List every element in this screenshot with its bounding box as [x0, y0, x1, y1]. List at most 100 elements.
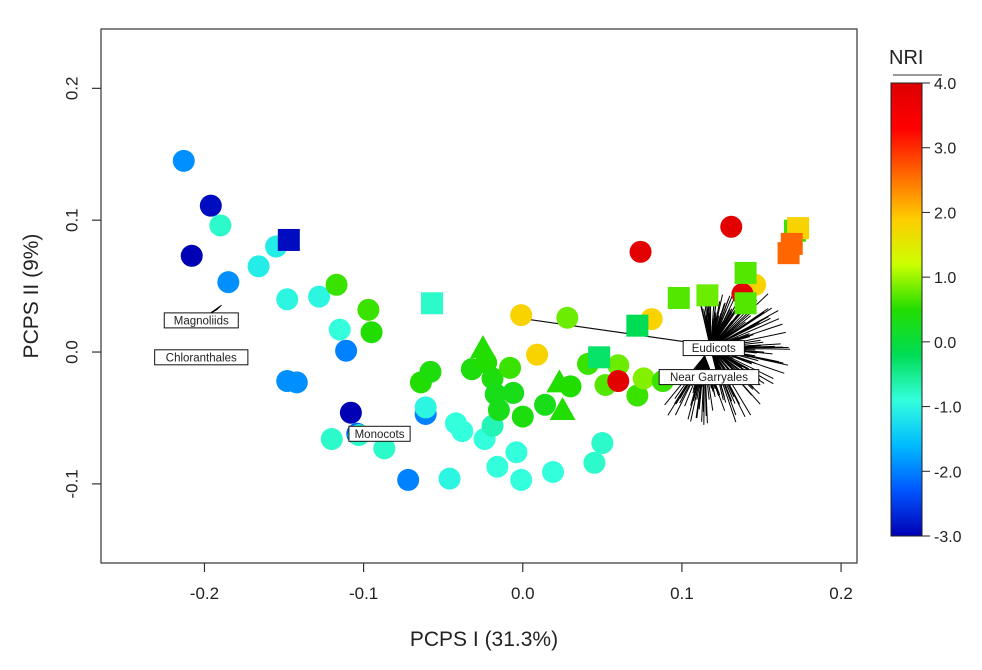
point-square [734, 292, 757, 315]
point-circle [247, 255, 270, 278]
colorbar: NRI 4.0 3.0 2.0 1.0 0.0 -1.0 -2.0 -3.0 [889, 47, 962, 546]
x-tick-label: 0.1 [670, 584, 694, 603]
point-circle [486, 455, 509, 478]
point-square [696, 284, 719, 307]
colorbar-tick-label: 0.0 [934, 335, 956, 352]
point-circle [217, 271, 240, 294]
point-circle [526, 343, 549, 366]
vector-line [690, 355, 706, 422]
point-circle [285, 371, 308, 394]
point-circle [438, 467, 461, 490]
annotation-text: Eudicots [692, 343, 736, 355]
point-circle [607, 370, 630, 393]
colorbar-ticks: 4.0 3.0 2.0 1.0 0.0 -1.0 -2.0 -3.0 [922, 76, 962, 546]
point-circle [360, 321, 383, 344]
y-axis-title: PCPS II (9%) [20, 234, 43, 359]
colorbar-tick-label: 4.0 [934, 76, 956, 93]
colorbar-title: NRI [889, 47, 923, 69]
point-circle [308, 285, 331, 308]
point-circle [325, 273, 348, 296]
colorbar-tick-label: -2.0 [934, 464, 962, 481]
point-square [588, 346, 611, 369]
point-circle [397, 468, 420, 491]
point-circle [320, 428, 343, 451]
point-square [421, 292, 444, 315]
colorbar-tick-label: -1.0 [934, 400, 962, 417]
y-axis: -0.1 0.0 0.1 0.2 [62, 77, 101, 499]
x-tick-label: 0.0 [511, 584, 535, 603]
point-circle [335, 339, 358, 362]
point-square [626, 314, 649, 337]
y-tick-label: -0.1 [62, 469, 81, 498]
annotation-text: Magnoliids [174, 315, 229, 327]
point-circle [414, 396, 437, 419]
point-circle [510, 304, 533, 327]
point-triangle [469, 335, 496, 359]
point-square [667, 286, 690, 309]
data-points [172, 149, 810, 491]
point-square [777, 242, 800, 265]
point-circle [499, 356, 522, 379]
annotation-label: Chloranthales [154, 349, 249, 366]
annotation-labels: Magnoliids Chloranthales Monocots Eudicots N… [154, 312, 760, 442]
point-circle [556, 306, 579, 329]
point-circle [487, 399, 510, 422]
point-circle [583, 451, 606, 474]
point-circle [591, 432, 614, 455]
x-axis: -0.2 -0.1 0.0 0.1 0.2 [190, 563, 853, 603]
point-circle [505, 441, 528, 464]
annotation-label: Eudicots [682, 340, 745, 357]
point-circle [172, 149, 195, 172]
point-circle [339, 401, 362, 424]
point-circle [357, 298, 380, 321]
point-circle [276, 288, 299, 311]
y-tick-label: 0.1 [62, 208, 81, 232]
x-tick-label: 0.2 [829, 584, 853, 603]
x-tick-label: -0.1 [349, 584, 378, 603]
point-circle [607, 354, 630, 377]
annotation-box [658, 369, 760, 386]
point-circle [542, 461, 565, 484]
annotation-box [163, 312, 239, 329]
point-square [277, 228, 300, 251]
x-axis-title: PCPS I (31.3%) [410, 628, 558, 651]
vector-line [710, 295, 731, 349]
point-square [734, 261, 757, 284]
point-circle [510, 468, 533, 491]
long-vector-line [525, 318, 711, 347]
annotation-text: Near Garryales [670, 372, 748, 384]
annotation-box [348, 425, 411, 442]
point-circle [209, 214, 232, 237]
annotation-label: Magnoliids [163, 312, 239, 329]
y-tick-label: 0.2 [62, 77, 81, 101]
x-tick-label: -0.2 [190, 584, 219, 603]
colorbar-tick-label: 3.0 [934, 141, 956, 158]
point-triangle [549, 397, 576, 421]
point-circle [451, 420, 474, 443]
colorbar-tick-label: 1.0 [934, 270, 956, 287]
point-circle [199, 194, 222, 217]
point-circle [328, 318, 351, 341]
annotation-label: Monocots [348, 425, 411, 442]
y-tick-label: 0.0 [62, 340, 81, 364]
point-circle [502, 381, 525, 404]
point-circle [511, 405, 534, 428]
plot-frame [100, 28, 858, 564]
point-circle [632, 367, 655, 390]
point-circle [180, 244, 203, 267]
point-circle [720, 215, 743, 238]
annotation-box [154, 349, 249, 366]
point-circle [626, 384, 649, 407]
annotation-text: Chloranthales [166, 352, 237, 364]
colorbar-ramp [890, 82, 923, 537]
annotation-box [682, 340, 745, 357]
point-triangle [546, 369, 573, 393]
colorbar-tick-label: 2.0 [934, 205, 956, 222]
colorbar-tick-label: -3.0 [934, 529, 962, 546]
point-circle [373, 437, 396, 460]
point-circle [629, 240, 652, 263]
point-circle [419, 360, 442, 383]
annotation-label: Near Garryales [658, 369, 760, 386]
point-circle [534, 393, 557, 416]
